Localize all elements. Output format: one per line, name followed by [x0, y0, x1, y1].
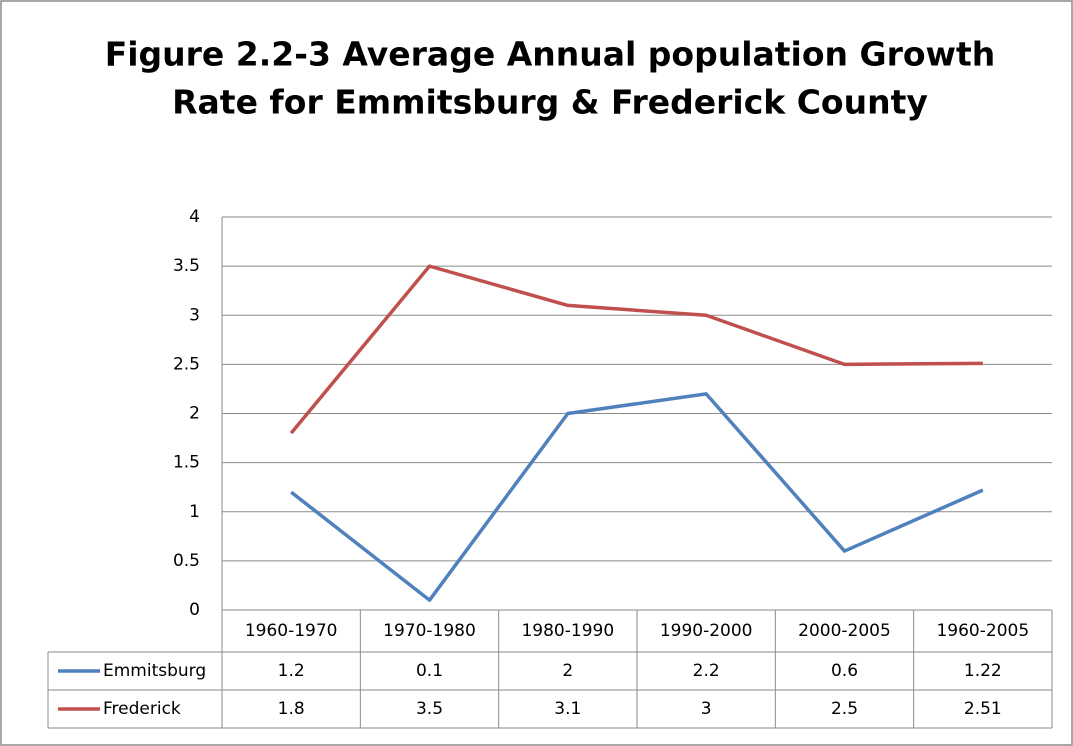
y-tick-label: 0.5 [173, 551, 200, 571]
table-value: 3.1 [554, 699, 581, 719]
x-tick-label: 2000-2005 [798, 621, 891, 641]
y-tick-label: 1 [189, 502, 200, 522]
y-tick-label: 2 [189, 404, 200, 424]
y-tick-label: 3 [189, 305, 200, 325]
table-value: 2 [562, 661, 573, 681]
table-value: 3.5 [416, 699, 443, 719]
legend-label: Frederick [103, 699, 181, 719]
chart-title: Rate for Emmitsburg & Frederick County [172, 83, 928, 122]
table-value: 3 [701, 699, 712, 719]
table-value: 0.6 [831, 661, 858, 681]
table-value: 2.51 [964, 699, 1002, 719]
series-line [289, 264, 983, 435]
x-tick-label: 1980-1990 [521, 621, 614, 641]
y-tick-label: 3.5 [173, 256, 200, 276]
table-value: 1.22 [964, 661, 1002, 681]
x-tick-label: 1970-1980 [383, 621, 476, 641]
y-tick-label: 2.5 [173, 354, 200, 374]
series-line [290, 392, 984, 602]
x-tick-label: 1960-2005 [936, 621, 1029, 641]
y-tick-label: 4 [189, 207, 200, 227]
chart-title: Figure 2.2-3 Average Annual population G… [105, 35, 996, 74]
y-tick-label: 0 [189, 600, 200, 620]
table-value: 2.5 [831, 699, 858, 719]
table-value: 0.1 [416, 661, 443, 681]
table-value: 2.2 [693, 661, 720, 681]
y-tick-label: 1.5 [173, 453, 200, 473]
table-value: 1.2 [278, 661, 305, 681]
table-value: 1.8 [278, 699, 305, 719]
x-tick-label: 1990-2000 [660, 621, 753, 641]
x-tick-label: 1960-1970 [245, 621, 338, 641]
legend-label: Emmitsburg [103, 661, 206, 681]
